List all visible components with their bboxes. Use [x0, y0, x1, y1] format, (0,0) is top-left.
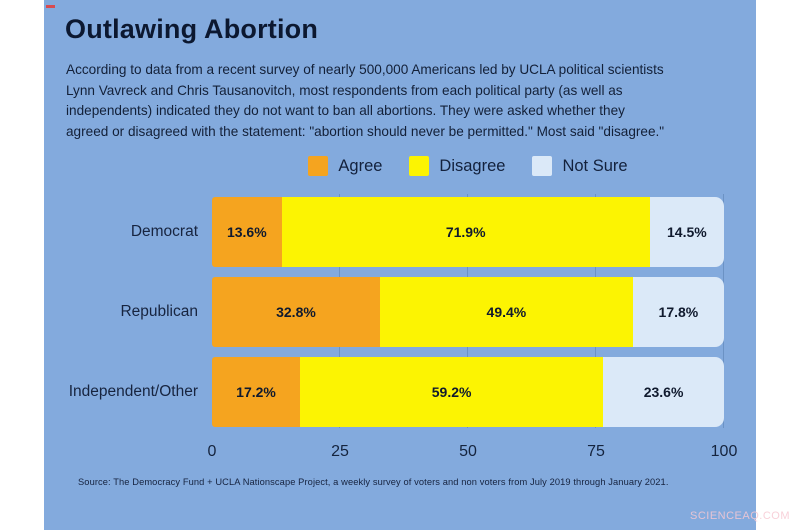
- segment-republican-disagree: 49.4%: [379, 277, 633, 347]
- bar-row-republican: 32.8% 49.4% 17.8%: [212, 277, 724, 347]
- description-line: independents) indicated they do not want…: [66, 103, 625, 119]
- legend-label: Not Sure: [562, 156, 628, 175]
- x-axis-tick-25: 25: [331, 443, 349, 460]
- bar-chart: 13.6% 71.9% 14.5% 32.8% 49.4% 17.8% 17.2% 59.2%…: [212, 194, 724, 428]
- segment-value-label: 13.6%: [226, 224, 267, 240]
- infographic-panel: Outlawing Abortion According to data fro…: [44, 0, 790, 530]
- category-label-independent-other: Independent/Other: [68, 383, 198, 400]
- legend-item-not-sure: Not Sure: [532, 156, 628, 176]
- legend-label: Agree: [338, 156, 383, 175]
- x-axis-tick-0: 0: [207, 443, 217, 460]
- page-title: Outlawing Abortion: [65, 14, 319, 44]
- legend-label: Disagree: [439, 156, 506, 175]
- bar-row-independent-other: 17.2% 59.2% 23.6%: [212, 357, 724, 427]
- segment-republican-not-sure: 17.8%: [632, 277, 724, 347]
- segment-value-label: 17.8%: [658, 304, 699, 320]
- segment-independent-other-disagree: 59.2%: [300, 357, 604, 427]
- x-axis-tick-50: 50: [459, 443, 477, 460]
- legend-item-disagree: Disagree: [409, 156, 505, 176]
- category-label-democrat: Democrat: [130, 223, 198, 240]
- segment-value-label: 49.4%: [486, 304, 527, 320]
- legend-item-agree: Agree: [308, 156, 382, 176]
- chart-legend: Agree Disagree Not Sure: [212, 156, 724, 176]
- x-axis-tick-100: 100: [710, 443, 738, 460]
- red-dash-mark: [46, 5, 55, 8]
- legend-swatch-not-sure: [532, 156, 553, 176]
- segment-value-label: 23.6%: [643, 384, 684, 400]
- description-line: agreed or disagreed with the statement: …: [66, 123, 665, 139]
- description-line: According to data from a recent survey o…: [66, 62, 664, 77]
- segment-democrat-not-sure: 14.5%: [649, 197, 724, 267]
- category-label-republican: Republican: [120, 303, 198, 320]
- description-paragraph: According to data from a recent survey o…: [66, 60, 738, 142]
- segment-value-label: 71.9%: [445, 224, 486, 240]
- segment-republican-agree: 32.8%: [212, 277, 380, 347]
- watermark: SCIENCEAQ.COM: [690, 510, 791, 522]
- segment-independent-other-agree: 17.2%: [212, 357, 301, 427]
- segment-value-label: 59.2%: [431, 384, 472, 400]
- x-axis: 0 25 50 75 100: [208, 443, 738, 463]
- segment-independent-other-not-sure: 23.6%: [603, 357, 724, 427]
- segment-democrat-agree: 13.6%: [212, 197, 282, 267]
- x-axis-tick-75: 75: [587, 443, 605, 460]
- bar-row-democrat: 13.6% 71.9% 14.5%: [212, 197, 724, 267]
- segment-value-label: 14.5%: [667, 224, 707, 240]
- segment-value-label: 32.8%: [276, 304, 316, 320]
- description-line: Lynn Vavreck and Chris Tausanovitch, mos…: [66, 82, 623, 98]
- legend-swatch-disagree: [409, 156, 430, 176]
- source-note: Source: The Democracy Fund + UCLA Nation…: [78, 477, 669, 487]
- segment-democrat-disagree: 71.9%: [281, 197, 650, 267]
- segment-value-label: 17.2%: [236, 384, 276, 400]
- legend-swatch-agree: [308, 156, 329, 176]
